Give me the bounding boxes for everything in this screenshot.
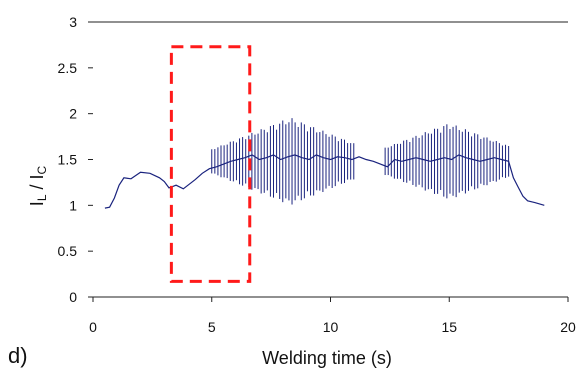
y-axis-label-sub1: L — [35, 194, 49, 201]
y-tick-label: 1.5 — [58, 152, 78, 168]
x-axis-label: Welding time (s) — [262, 348, 392, 368]
x-tick-label: 20 — [560, 319, 576, 335]
highlight-box — [169, 45, 252, 283]
panel-label: d) — [8, 343, 28, 368]
y-axis-label-sub2: C — [35, 165, 49, 174]
y-tick-label: 0.5 — [58, 243, 78, 259]
y-tick-label: 0 — [69, 289, 77, 305]
y-tick-label: 2.5 — [58, 60, 78, 76]
x-tick-label: 10 — [323, 319, 339, 335]
highlight-layer — [169, 45, 252, 283]
y-axis-label: IL / IC — [27, 165, 49, 206]
series-layer — [104, 118, 545, 209]
y-tick-label: 3 — [69, 14, 77, 30]
axes — [88, 21, 569, 302]
series-line — [104, 154, 545, 209]
x-tick-label: 5 — [208, 319, 216, 335]
x-tick-label: 15 — [441, 319, 457, 335]
x-tick-label: 0 — [89, 319, 97, 335]
y-axis-label-main: I — [27, 201, 47, 206]
tick-labels: 0 0.5 1 1.5 2 2.5 3 0 5 10 15 20 — [58, 14, 576, 335]
y-tick-label: 2 — [69, 106, 77, 122]
y-axis-label-sep: / I — [27, 174, 47, 194]
y-tick-label: 1 — [69, 197, 77, 213]
